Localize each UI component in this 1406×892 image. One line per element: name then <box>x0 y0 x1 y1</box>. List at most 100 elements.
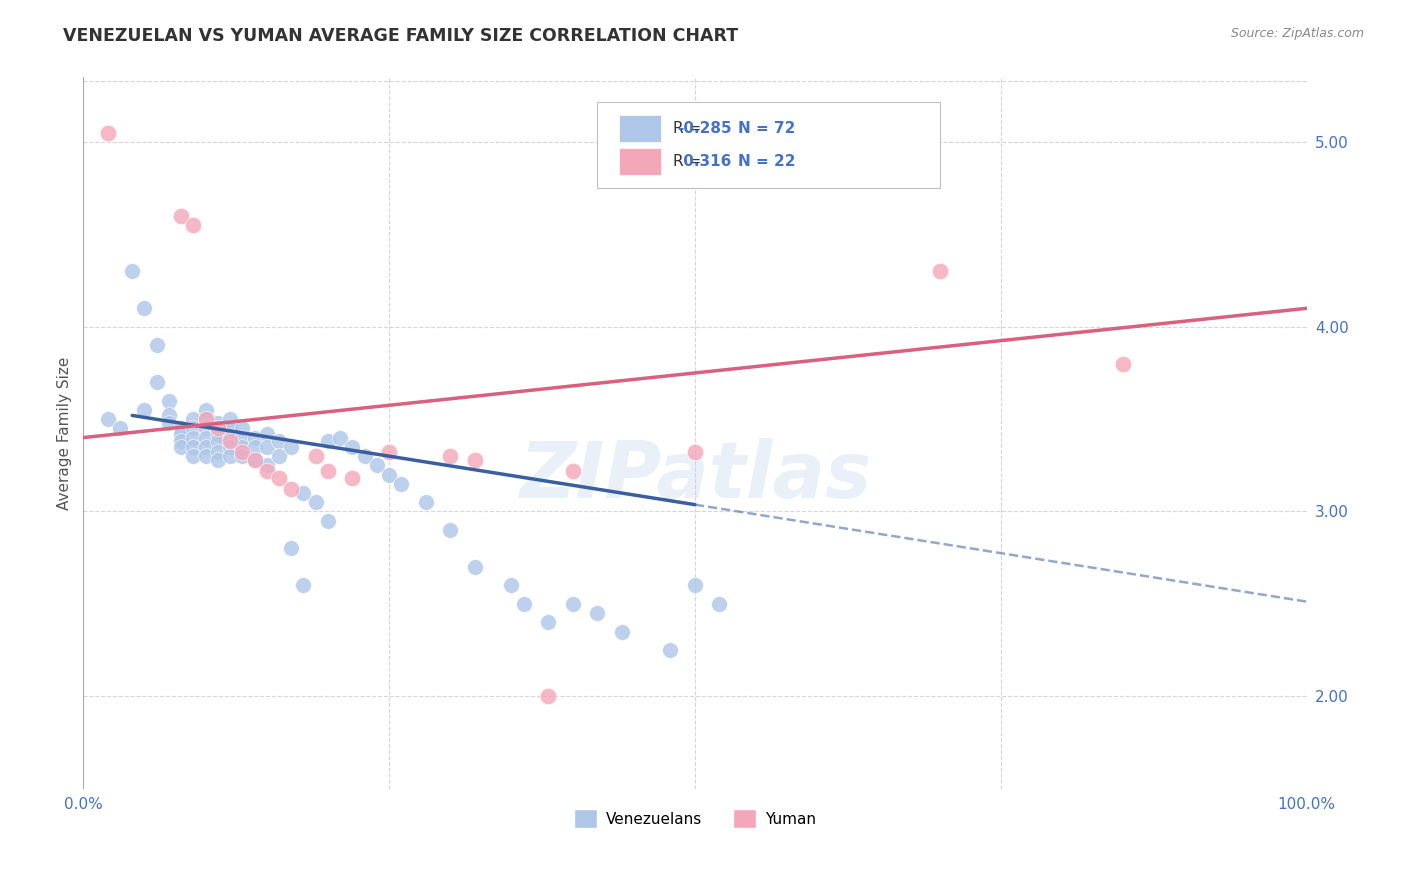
Point <box>170 426 193 441</box>
Point <box>207 421 229 435</box>
Point <box>683 445 706 459</box>
Text: VENEZUELAN VS YUMAN AVERAGE FAMILY SIZE CORRELATION CHART: VENEZUELAN VS YUMAN AVERAGE FAMILY SIZE … <box>63 27 738 45</box>
Point <box>231 440 253 454</box>
Text: Source: ZipAtlas.com: Source: ZipAtlas.com <box>1230 27 1364 40</box>
Point <box>316 464 339 478</box>
Point <box>194 412 217 426</box>
Point <box>194 440 217 454</box>
Point <box>134 403 156 417</box>
Point <box>231 445 253 459</box>
Point <box>561 464 583 478</box>
Point <box>207 452 229 467</box>
Y-axis label: Average Family Size: Average Family Size <box>58 356 72 509</box>
Point <box>243 452 266 467</box>
Point <box>194 449 217 463</box>
Point <box>194 412 217 426</box>
Point <box>464 560 486 574</box>
Point <box>97 126 120 140</box>
Point <box>194 403 217 417</box>
Point <box>439 523 461 537</box>
Point <box>316 434 339 449</box>
Point <box>207 434 229 449</box>
Point <box>145 375 167 389</box>
Point <box>170 434 193 449</box>
Point <box>183 412 205 426</box>
Text: N = 72: N = 72 <box>738 121 796 136</box>
Point <box>280 440 302 454</box>
Point <box>145 338 167 352</box>
Point <box>231 449 253 463</box>
Point <box>464 452 486 467</box>
Point <box>170 440 193 454</box>
Point <box>134 301 156 316</box>
Point <box>292 578 315 592</box>
Point <box>537 689 560 703</box>
Point <box>928 264 950 278</box>
Point <box>194 421 217 435</box>
Point <box>183 449 205 463</box>
Point <box>305 449 328 463</box>
Point <box>231 431 253 445</box>
Point <box>292 486 315 500</box>
Point <box>207 426 229 441</box>
Point <box>243 452 266 467</box>
Point <box>267 434 290 449</box>
Point <box>207 416 229 430</box>
Point <box>256 426 278 441</box>
Point <box>342 440 364 454</box>
Point <box>1112 357 1135 371</box>
Point <box>305 495 328 509</box>
Point <box>121 264 143 278</box>
Point <box>366 458 388 473</box>
Legend: Venezuelans, Yuman: Venezuelans, Yuman <box>568 804 823 834</box>
Point <box>219 431 242 445</box>
Point <box>256 464 278 478</box>
Point <box>243 440 266 454</box>
Point <box>280 483 302 497</box>
Text: ZIPatlas: ZIPatlas <box>519 438 872 514</box>
Point <box>243 431 266 445</box>
Point <box>183 440 205 454</box>
Point <box>157 409 180 423</box>
Point <box>329 431 352 445</box>
Point <box>219 449 242 463</box>
Point <box>537 615 560 630</box>
Point <box>280 541 302 556</box>
Point <box>97 412 120 426</box>
Point <box>512 597 534 611</box>
Point <box>267 449 290 463</box>
Point <box>157 416 180 430</box>
Text: R =: R = <box>673 153 702 169</box>
Point <box>183 431 205 445</box>
Text: N = 22: N = 22 <box>738 153 796 169</box>
FancyBboxPatch shape <box>598 103 939 187</box>
Text: 0.316: 0.316 <box>678 153 731 169</box>
Point <box>219 421 242 435</box>
Point <box>267 471 290 485</box>
Point <box>170 421 193 435</box>
Point <box>231 421 253 435</box>
Point <box>501 578 523 592</box>
Point <box>219 412 242 426</box>
Point <box>157 393 180 408</box>
Point <box>219 440 242 454</box>
Point <box>415 495 437 509</box>
Point <box>378 445 401 459</box>
Point <box>389 476 412 491</box>
Point <box>194 431 217 445</box>
Point <box>219 434 242 449</box>
Point <box>183 421 205 435</box>
Point <box>342 471 364 485</box>
Point <box>659 643 682 657</box>
Point <box>353 449 375 463</box>
Point <box>108 421 131 435</box>
Point <box>683 578 706 592</box>
Point <box>610 624 633 639</box>
FancyBboxPatch shape <box>619 148 661 175</box>
Text: R =: R = <box>673 121 702 136</box>
Text: -0.285: -0.285 <box>678 121 731 136</box>
Point <box>439 449 461 463</box>
Point <box>170 209 193 223</box>
Point <box>709 597 731 611</box>
Point <box>256 440 278 454</box>
